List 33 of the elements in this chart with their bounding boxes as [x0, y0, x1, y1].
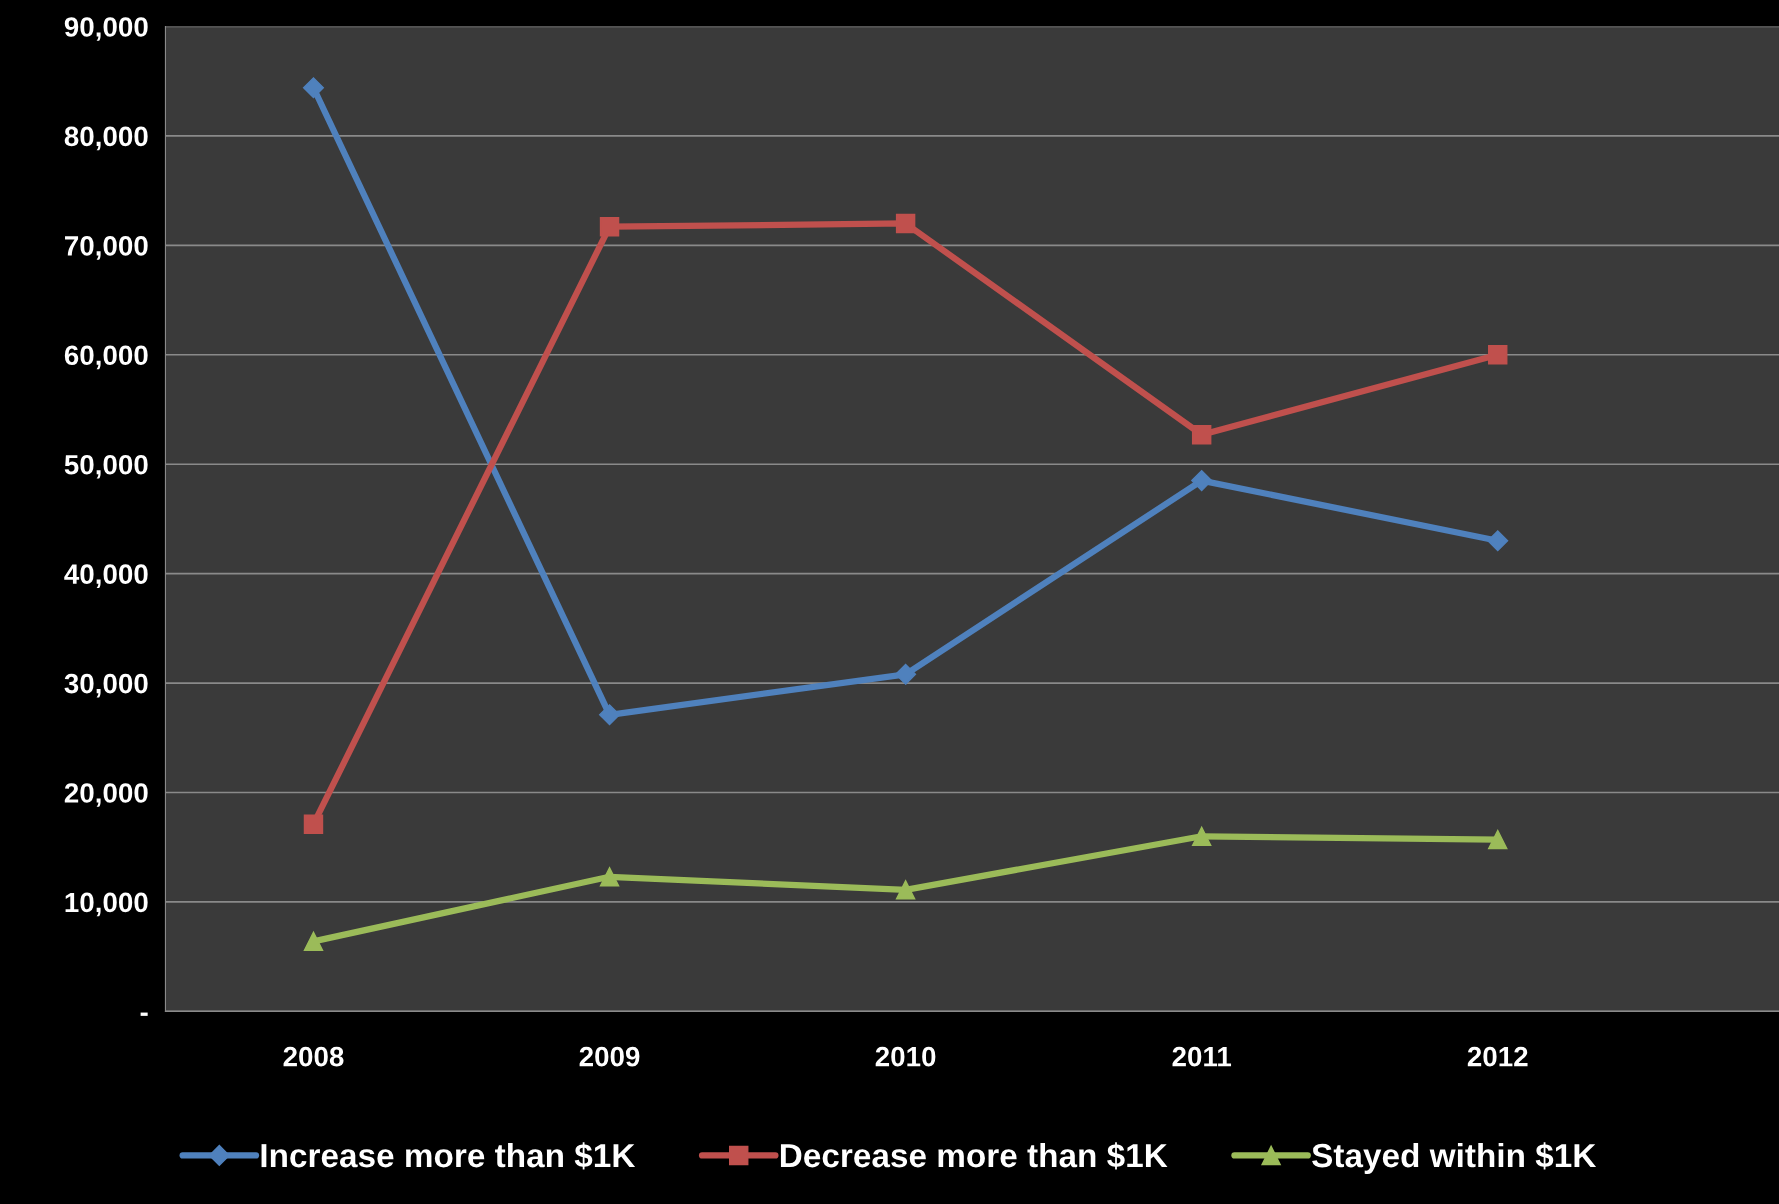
legend-label: Decrease more than $1K: [780, 1142, 1168, 1170]
point: [895, 663, 917, 685]
y-tick-label: 90,000: [64, 17, 148, 41]
legend-label: Stayed within $1K: [1312, 1142, 1597, 1174]
point: [1488, 829, 1508, 850]
y-tick-label: 80,000: [64, 126, 148, 151]
legend-label: Increase more than $1K: [261, 1142, 636, 1170]
point: [1191, 470, 1213, 492]
point: [895, 213, 916, 234]
y-tick-label: 50,000: [64, 454, 148, 479]
point: [599, 217, 620, 237]
y-tick-label: 20,000: [64, 783, 148, 807]
point: [895, 880, 916, 900]
x-tick-label: 2010: [875, 1046, 936, 1067]
point: [302, 77, 324, 99]
y-tick-label: 30,000: [64, 673, 148, 698]
y-tick-label: 40,000: [64, 564, 148, 589]
x-tick-label: 2011: [1172, 1046, 1232, 1067]
point: [1488, 345, 1508, 365]
point: [599, 867, 620, 887]
x-tick-label: 2012: [1467, 1046, 1528, 1067]
point: [1487, 530, 1509, 552]
y-tick-label: -: [140, 1012, 148, 1016]
point: [303, 814, 324, 834]
point: [599, 704, 621, 726]
y-tick-label: 60,000: [64, 345, 148, 370]
point: [303, 931, 324, 952]
x-tick-label: 2009: [579, 1046, 640, 1067]
point: [1191, 424, 1212, 445]
x-tick-label: 2008: [283, 1046, 344, 1067]
y-tick-label: 10,000: [65, 892, 148, 917]
y-tick-label: 70,000: [65, 236, 148, 260]
point: [1191, 826, 1212, 846]
